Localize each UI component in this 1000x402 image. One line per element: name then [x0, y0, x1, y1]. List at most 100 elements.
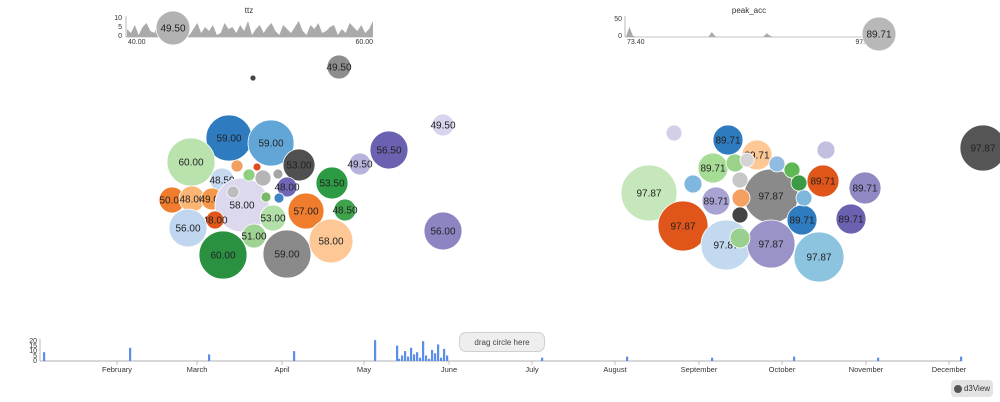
bubble[interactable]: [739, 152, 755, 168]
bubble[interactable]: 60.00: [166, 137, 216, 187]
bubble-circle[interactable]: [260, 191, 272, 203]
bubble[interactable]: [816, 140, 836, 160]
bubble[interactable]: 59.00: [262, 229, 312, 279]
bubble[interactable]: [790, 174, 808, 192]
bubble[interactable]: [731, 171, 749, 189]
bubble[interactable]: [230, 159, 244, 173]
bubble-circle[interactable]: [259, 204, 287, 232]
bubble[interactable]: [254, 169, 272, 187]
bubble-circle[interactable]: [665, 124, 683, 142]
bubble[interactable]: [795, 189, 813, 207]
bubble[interactable]: [242, 168, 256, 182]
bubble[interactable]: 56.00: [168, 208, 208, 248]
bubble-circle[interactable]: [272, 168, 284, 180]
bubble-circle[interactable]: [333, 198, 357, 222]
bubble-circle[interactable]: [262, 229, 312, 279]
bubble-circle[interactable]: [816, 140, 836, 160]
bubble[interactable]: 89.71: [806, 164, 840, 198]
bubble-circle[interactable]: [155, 10, 191, 46]
bubble[interactable]: [768, 155, 786, 173]
bubble[interactable]: 57.00: [287, 192, 325, 230]
bubble-circle[interactable]: [683, 174, 703, 194]
bubble-circle[interactable]: [620, 164, 678, 222]
bubble-circle[interactable]: [326, 54, 352, 80]
bubble[interactable]: [260, 191, 272, 203]
bubble[interactable]: 49.50: [155, 10, 191, 46]
bubble-circle[interactable]: [276, 176, 298, 198]
bubble-circle[interactable]: [287, 192, 325, 230]
bubble[interactable]: [272, 168, 284, 180]
bubble[interactable]: 60.00: [198, 230, 248, 280]
bubble-circle[interactable]: [739, 152, 755, 168]
bubble-circle[interactable]: [959, 124, 1000, 172]
bubble[interactable]: 97.87: [620, 164, 678, 222]
bubble-circle[interactable]: [315, 166, 349, 200]
bubble-circle[interactable]: [273, 192, 285, 204]
bubble[interactable]: [226, 185, 240, 199]
bubble[interactable]: 89.71: [701, 186, 731, 216]
bubble[interactable]: 48.00: [274, 176, 300, 198]
bubble-circle[interactable]: [729, 227, 751, 249]
bubble[interactable]: 97.87: [793, 231, 845, 283]
bubble[interactable]: 56.50: [369, 130, 409, 170]
bubble[interactable]: [731, 188, 751, 208]
bubble[interactable]: 89.71: [697, 152, 729, 184]
bubble[interactable]: [783, 161, 801, 179]
bubble-circle[interactable]: [423, 211, 463, 251]
bubble-circle[interactable]: [252, 162, 262, 172]
bubble-circle[interactable]: [241, 223, 267, 249]
bubble-circle[interactable]: [247, 119, 295, 167]
bubble-circle[interactable]: [249, 74, 257, 82]
bubble-circle[interactable]: [198, 230, 248, 280]
bubble[interactable]: 53.00: [282, 148, 316, 182]
bubble-circle[interactable]: [205, 210, 225, 230]
bubble-circle[interactable]: [835, 203, 867, 235]
bubble-circle[interactable]: [731, 206, 749, 224]
bubble-circle[interactable]: [242, 168, 256, 182]
bubble-circle[interactable]: [431, 113, 455, 137]
bubble-circle[interactable]: [861, 16, 897, 52]
bubble-circle[interactable]: [712, 124, 744, 156]
bubble-circle[interactable]: [793, 231, 845, 283]
bubble-circle[interactable]: [282, 148, 316, 182]
bubble-circle[interactable]: [348, 152, 372, 176]
bubble-circle[interactable]: [768, 155, 786, 173]
bubble[interactable]: 49.50: [347, 152, 373, 176]
drag-target[interactable]: drag circle here: [459, 332, 545, 352]
bubble-circle[interactable]: [790, 174, 808, 192]
bubble[interactable]: 89.71: [712, 124, 744, 156]
bubble-circle[interactable]: [168, 208, 208, 248]
bubble[interactable]: 49.50: [326, 54, 352, 80]
bubble[interactable]: [273, 192, 285, 204]
bubble-circle[interactable]: [369, 130, 409, 170]
bubble-circle[interactable]: [731, 171, 749, 189]
bubble[interactable]: [729, 227, 751, 249]
bubble[interactable]: 53.50: [315, 166, 349, 200]
bubble-circle[interactable]: [308, 218, 354, 264]
bubble-circle[interactable]: [226, 185, 240, 199]
bubble[interactable]: 53.00: [259, 204, 287, 232]
bubble-circle[interactable]: [701, 186, 731, 216]
brand-badge[interactable]: d3View: [951, 380, 993, 397]
bubble-circle[interactable]: [657, 200, 709, 252]
bubble[interactable]: [249, 74, 257, 82]
bubble[interactable]: [683, 174, 703, 194]
bubble[interactable]: 97.87: [959, 124, 1000, 172]
bubble[interactable]: 89.71: [861, 16, 897, 52]
bubble[interactable]: 48.50: [332, 198, 358, 222]
bubble-circle[interactable]: [254, 169, 272, 187]
bubble[interactable]: [665, 124, 683, 142]
bubble[interactable]: 48.00: [202, 210, 228, 230]
bubble-circle[interactable]: [783, 161, 801, 179]
bubble[interactable]: 97.87: [746, 219, 796, 269]
bubble[interactable]: 56.00: [423, 211, 463, 251]
bubble[interactable]: 51.00: [241, 223, 267, 249]
bubble-circle[interactable]: [795, 189, 813, 207]
bubble[interactable]: [731, 206, 749, 224]
bubble[interactable]: 97.87: [657, 200, 709, 252]
bubble[interactable]: 58.00: [308, 218, 354, 264]
bubble[interactable]: 89.71: [786, 204, 818, 236]
bubble[interactable]: 89.71: [848, 171, 882, 205]
bubble[interactable]: 49.50: [430, 113, 456, 137]
bubble[interactable]: [252, 162, 262, 172]
